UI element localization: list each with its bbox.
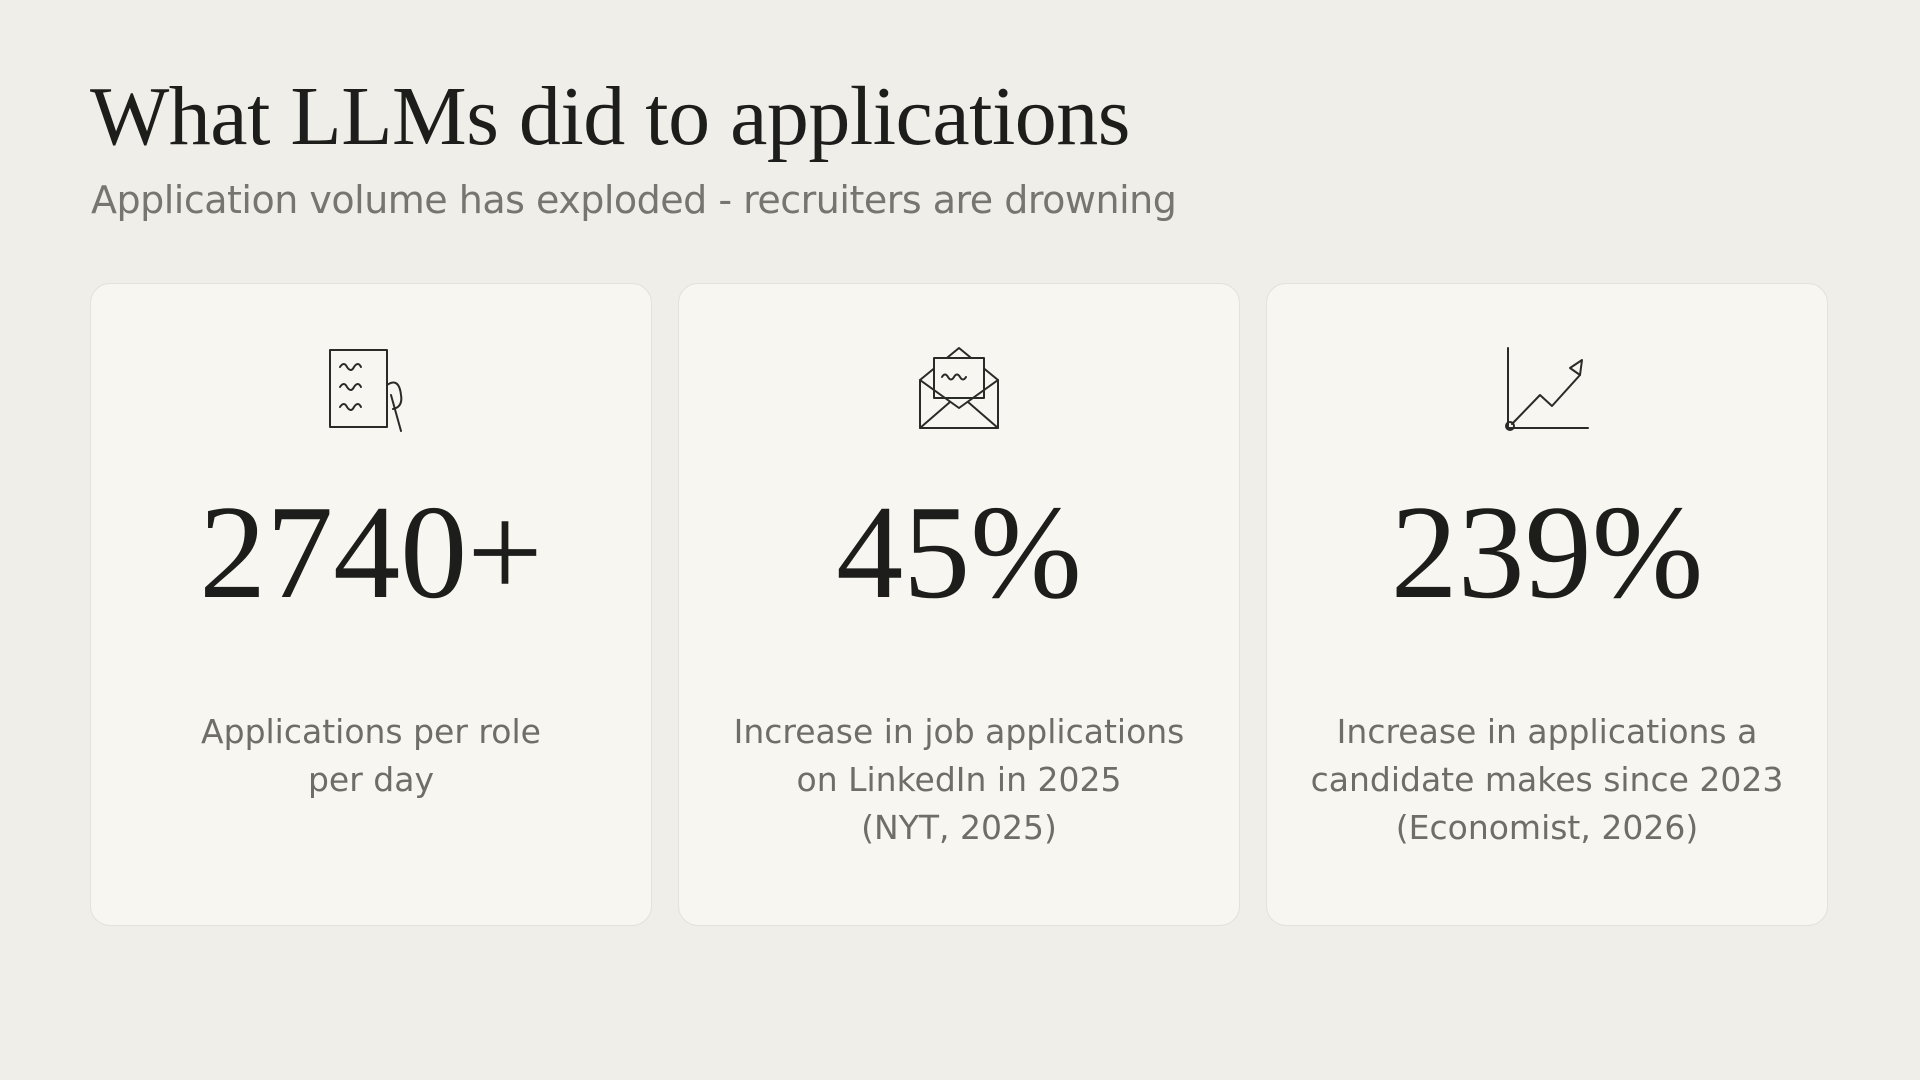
envelope-icon	[919, 347, 999, 429]
description-line: on LinkedIn in 2025	[796, 760, 1122, 799]
title: What LLMs did to applications	[90, 70, 1130, 163]
growth-chart-icon	[1505, 347, 1589, 431]
stat-card	[1266, 283, 1828, 926]
card-content: 45% Increase in job applications on Linked…	[678, 0, 1240, 1080]
description-line: Increase in applications a	[1336, 712, 1758, 751]
stat-description: Increase in job applications on LinkedIn …	[678, 708, 1240, 852]
card-content: 239% Increase in applications a candidate …	[1266, 0, 1828, 1080]
stat-value: 2740+	[199, 478, 543, 626]
document-icon	[329, 349, 403, 432]
subtitle: Application volume has exploded - recrui…	[91, 178, 1177, 222]
description-line: Applications per role	[201, 712, 541, 751]
card-content: 2740+ Applications per role per day	[90, 0, 652, 1080]
stat-value: 239%	[1390, 478, 1704, 626]
stat-value: 45%	[836, 478, 1082, 626]
description-line: (NYT, 2025)	[861, 808, 1057, 847]
description-line: per day	[307, 760, 434, 799]
description-line: Increase in job applications	[733, 712, 1185, 751]
stat-description: Applications per role per day	[90, 708, 652, 804]
stat-description: Increase in applications a candidate make…	[1266, 708, 1828, 852]
stat-card	[90, 283, 652, 926]
description-line: candidate makes since 2023	[1310, 760, 1784, 799]
description-line: (Economist, 2026)	[1395, 808, 1699, 847]
